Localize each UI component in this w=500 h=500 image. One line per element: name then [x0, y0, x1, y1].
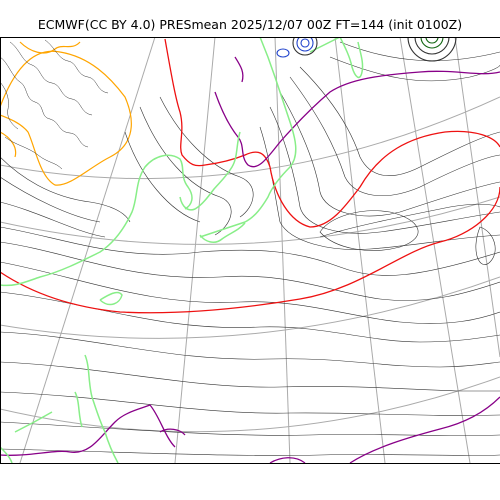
highlight-isobars-red: [0, 38, 500, 314]
pressure-ring: [420, 37, 444, 49]
highlight-isobars-purple: [0, 56, 500, 463]
coastline-kuril: [309, 37, 341, 53]
terrain-isobars: [0, 39, 109, 170]
meridian-line: [19, 37, 156, 463]
red-isobar: [0, 186, 500, 314]
pressure-ring: [276, 48, 290, 58]
map-title: ECMWF(CC BY 4.0) PRESmean 2025/12/07 00Z…: [37, 17, 463, 32]
meridian-line: [274, 37, 291, 463]
latitude-line: [0, 96, 500, 180]
purple-isobar: [269, 457, 306, 463]
latitude-line: [0, 196, 500, 245]
latitude-line: [0, 276, 500, 339]
pressure-ring: [407, 37, 457, 62]
purple-isobar: [234, 56, 244, 83]
purple-isobar: [0, 404, 176, 456]
coastline-mainland: [0, 154, 193, 287]
coastline-taiwan: [99, 291, 123, 306]
red-isobar: [164, 38, 500, 228]
coastline-korea: [179, 131, 241, 211]
weather-map: [0, 37, 500, 463]
coastline-japan-south: [199, 222, 246, 243]
coastline-japan: [199, 37, 297, 238]
purple-isobar: [159, 428, 186, 436]
pressure-ring: [414, 37, 450, 55]
purple-isobar: [349, 396, 500, 463]
coastline-philippines-2: [74, 391, 83, 428]
coastlines: [0, 37, 364, 463]
meridian-line: [174, 37, 216, 463]
graticule: [0, 37, 500, 463]
isobars: [0, 41, 500, 456]
meridian-line: [454, 37, 500, 358]
pressure-ring: [300, 38, 310, 48]
latitude-line: [0, 376, 500, 433]
coastline-philippines: [84, 354, 119, 463]
pressure-ring: [425, 37, 439, 44]
coastline-kamchatka: [339, 37, 364, 79]
terrain-contours: [0, 41, 132, 186]
coastline-island: [14, 411, 53, 433]
pressure-rings: [276, 37, 457, 62]
pressure-ring: [296, 37, 314, 52]
meridian-line: [399, 37, 471, 463]
pressure-ring: [292, 37, 318, 56]
coastline-island: [0, 446, 13, 463]
